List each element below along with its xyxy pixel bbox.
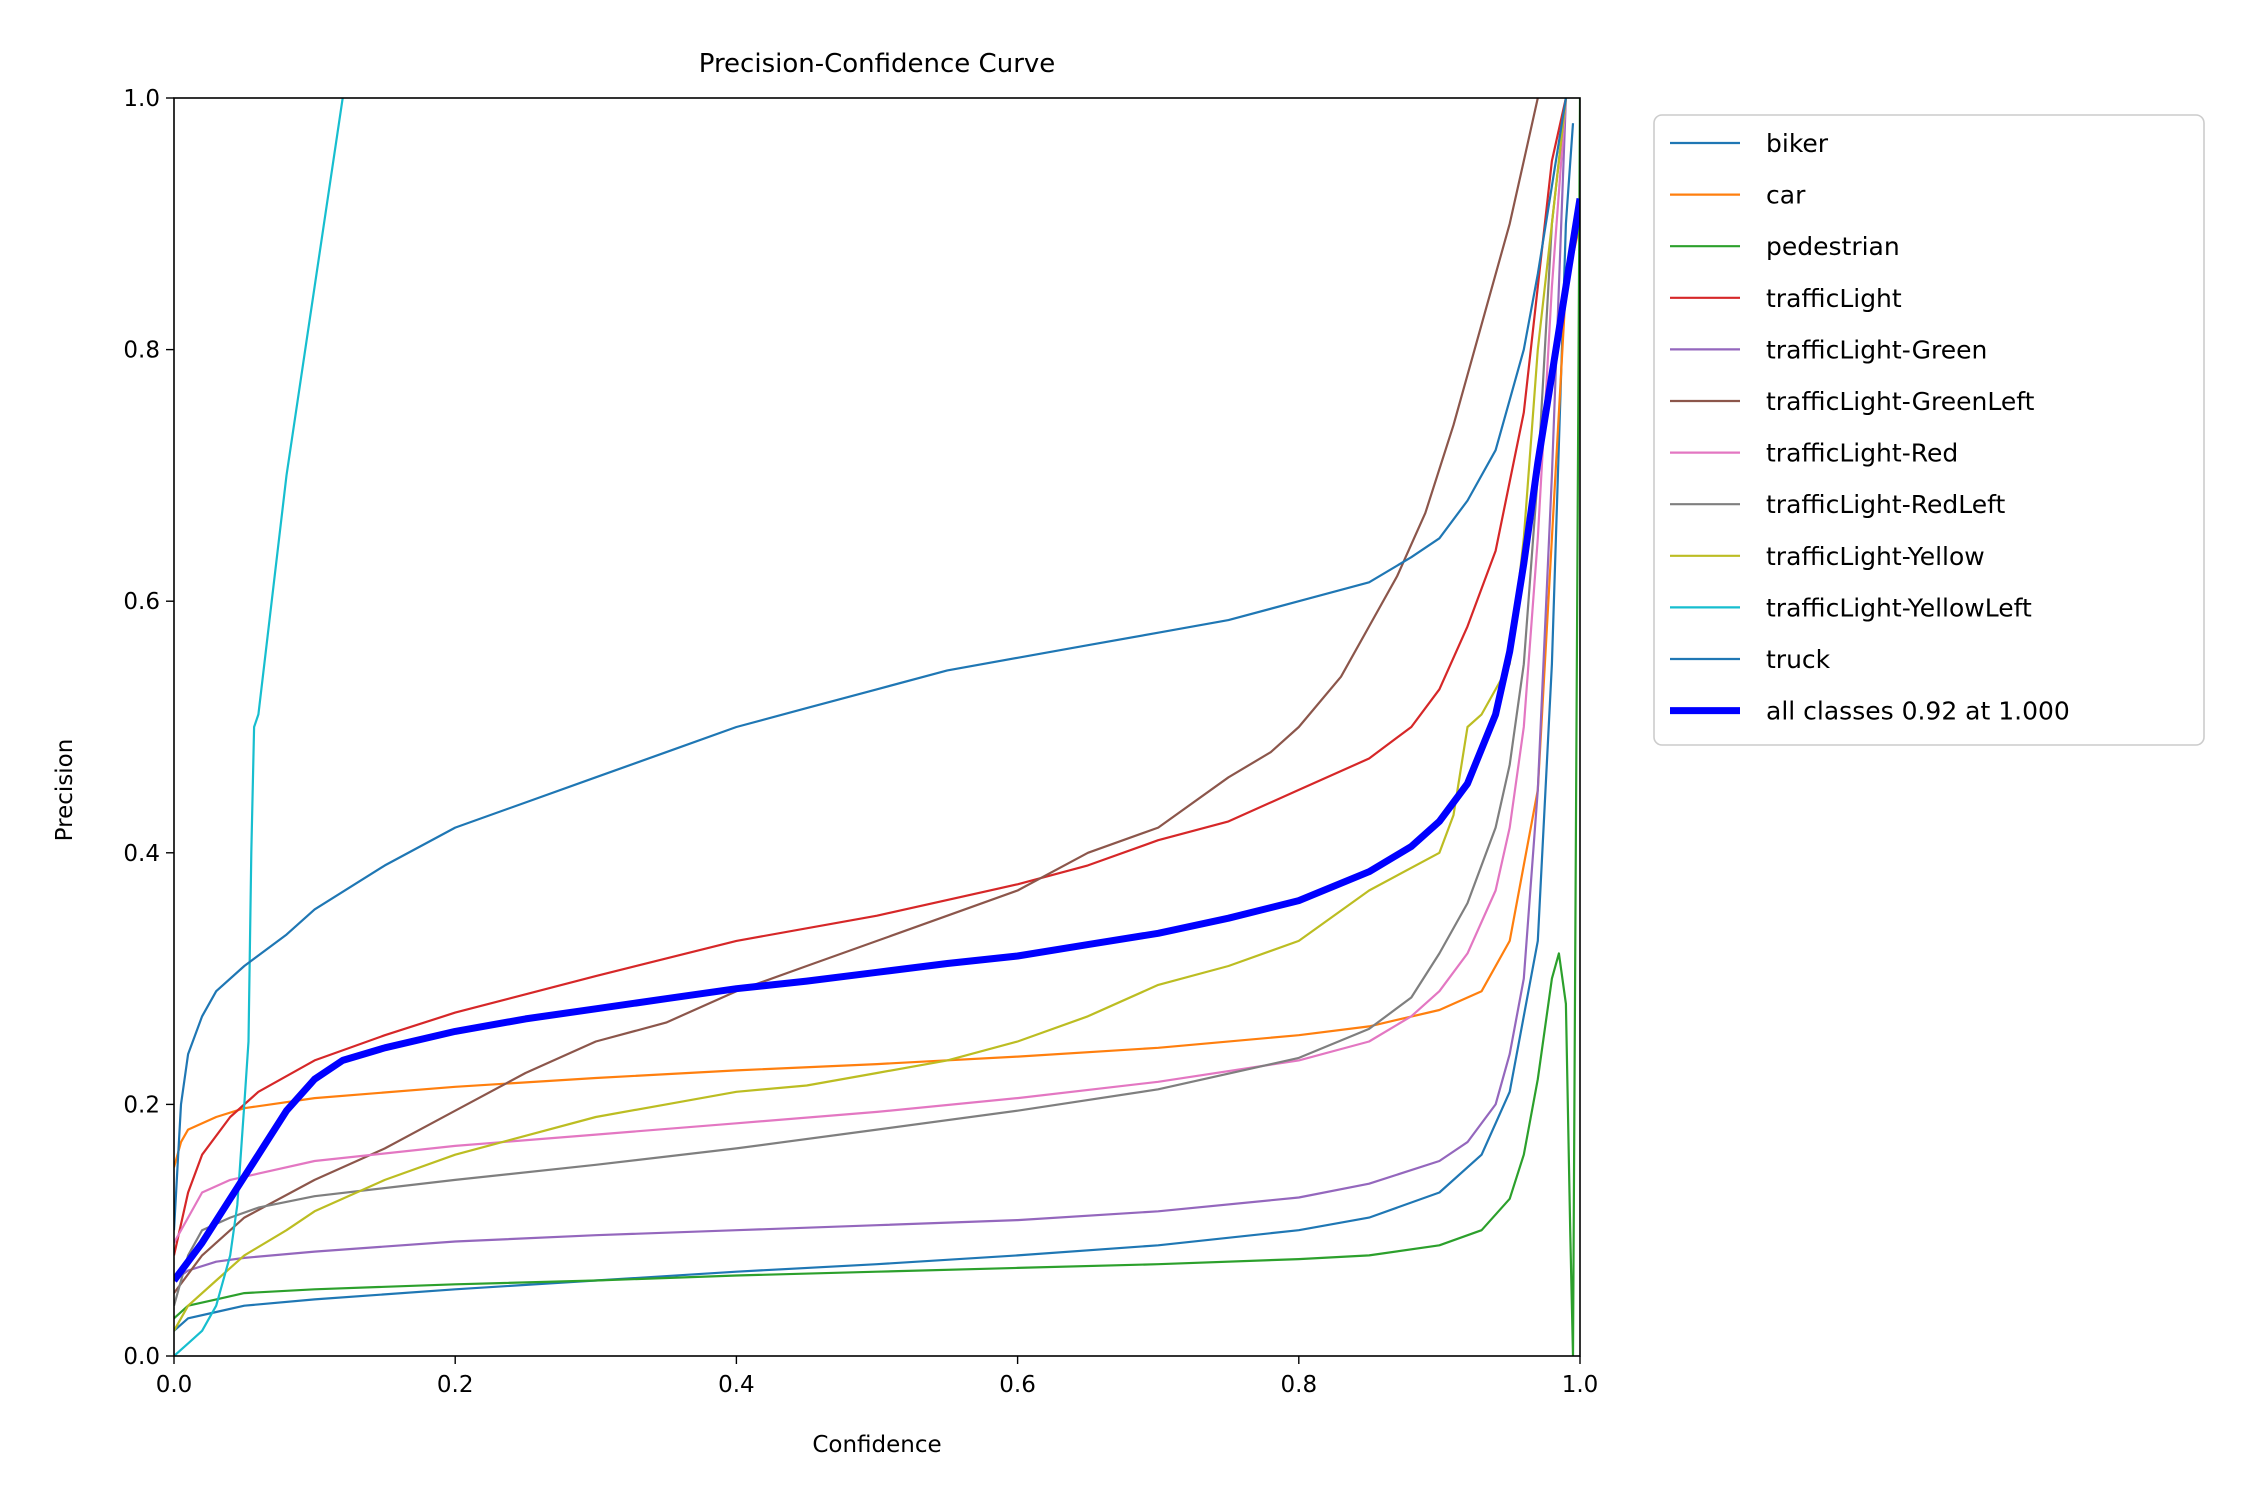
series-line-11 [174,198,1580,1283]
legend-label: all classes 0.92 at 1.000 [1766,697,2070,726]
x-tick-label: 0.4 [718,1372,755,1398]
y-tick-label: 1.0 [123,86,160,112]
legend-label: biker [1766,129,1829,158]
legend-label: trafficLight-Red [1766,439,1958,468]
x-tick-label: 0.6 [999,1372,1036,1398]
x-axis-label: Confidence [812,1432,941,1458]
series-line-10 [174,98,1567,1231]
legend-label: car [1766,181,1806,210]
series-line-0 [174,123,1575,1332]
x-tick-label: 0.0 [156,1372,193,1398]
plot-frame [173,97,1581,1357]
series-line-9 [174,98,344,1356]
axis-ticks: 0.0 0.2 0.4 0.6 0.8 1.0 0.0 0.2 0.4 0.6 0.8 1.0 [123,86,1598,1398]
y-tick-label: 0.4 [123,841,160,867]
series-line-4 [174,98,1567,1282]
y-tick-label: 0.6 [123,589,160,615]
legend-label: trafficLight-YellowLeft [1766,593,2032,622]
legend-frame [1653,114,2205,746]
legend-label: trafficLight-Yellow [1766,542,1985,571]
y-tick-label: 0.2 [123,1092,160,1118]
series-lines [174,98,1580,1356]
x-tick-label: 0.8 [1281,1372,1318,1398]
x-tick-label: 0.2 [437,1372,474,1398]
y-tick-label: 0.0 [123,1344,160,1370]
series-line-6 [174,98,1567,1244]
series-line-1 [174,223,1580,1168]
legend-label: truck [1766,645,1831,674]
legend: biker car pedestrian trafficLight trafficLig… [1653,114,2205,746]
x-tick-label: 1.0 [1562,1372,1599,1398]
legend-label: trafficLight-RedLeft [1766,490,2005,519]
series-line-3 [174,98,1567,1256]
series-line-5 [174,98,1539,1294]
series-line-2 [174,98,1580,1356]
series-line-7 [174,98,1567,1306]
legend-label: pedestrian [1766,232,1900,261]
chart-title: Precision-Confidence Curve [699,49,1056,79]
legend-label: trafficLight [1766,284,1902,313]
legend-label: trafficLight-Green [1766,335,1987,364]
series-line-8 [174,98,1567,1332]
legend-label: trafficLight-GreenLeft [1766,387,2035,416]
y-axis-label: Precision [52,739,78,842]
y-tick-label: 0.8 [123,338,160,364]
